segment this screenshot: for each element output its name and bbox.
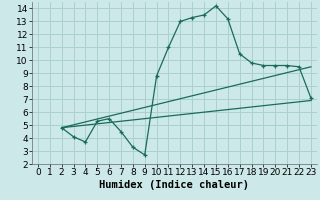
X-axis label: Humidex (Indice chaleur): Humidex (Indice chaleur) xyxy=(100,180,249,190)
